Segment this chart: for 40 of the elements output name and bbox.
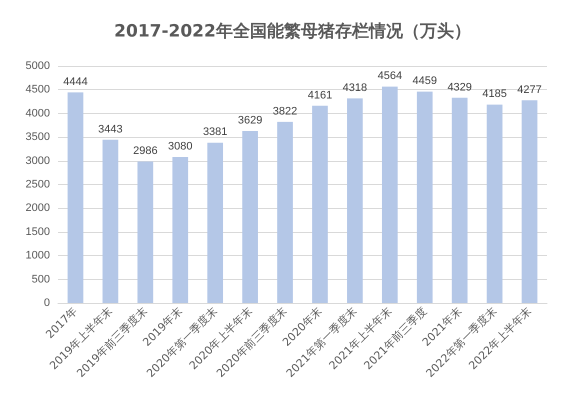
- y-tick-label: 0: [44, 297, 50, 309]
- y-tick-label: 1000: [26, 250, 50, 262]
- chart-title: 2017-2022年全国能繁母猪存栏情况（万头）: [114, 22, 471, 42]
- bar: [382, 86, 398, 303]
- y-tick-label: 5000: [26, 60, 50, 72]
- bar: [242, 130, 258, 303]
- y-tick-label: 3500: [26, 131, 50, 144]
- data-label: 3381: [202, 126, 228, 138]
- bar: [68, 92, 84, 303]
- data-label: 4444: [63, 76, 88, 88]
- y-tick-label: 3000: [26, 154, 50, 167]
- data-label: 4564: [378, 70, 402, 82]
- data-label: 4185: [482, 88, 507, 100]
- bar: [207, 142, 224, 303]
- data-label: 3822: [272, 105, 298, 118]
- data-label: 3443: [98, 123, 123, 136]
- data-label: 4277: [517, 84, 542, 96]
- bar: [312, 106, 328, 303]
- bar: [347, 98, 363, 303]
- bar: [416, 92, 433, 303]
- data-label: 4459: [412, 75, 437, 88]
- data-label: 4318: [342, 82, 368, 94]
- bar: [522, 100, 538, 303]
- bar: [277, 122, 293, 303]
- y-tick-label: 4500: [26, 84, 50, 96]
- y-tick-label: 4000: [26, 107, 50, 120]
- bar: [452, 98, 468, 303]
- bar: [102, 140, 118, 303]
- y-tick-label: 2000: [26, 202, 50, 214]
- y-tick-label: 2500: [26, 178, 50, 190]
- bar: [172, 157, 188, 303]
- bar: [486, 104, 502, 303]
- bar: [137, 161, 154, 303]
- data-label: 4329: [447, 81, 472, 94]
- y-tick-label: 1500: [26, 226, 50, 238]
- data-label: 4161: [308, 89, 332, 102]
- data-label: 3629: [238, 114, 262, 126]
- y-tick-label: 500: [32, 273, 50, 286]
- data-label: 2986: [133, 144, 158, 157]
- data-label: 3080: [168, 140, 192, 153]
